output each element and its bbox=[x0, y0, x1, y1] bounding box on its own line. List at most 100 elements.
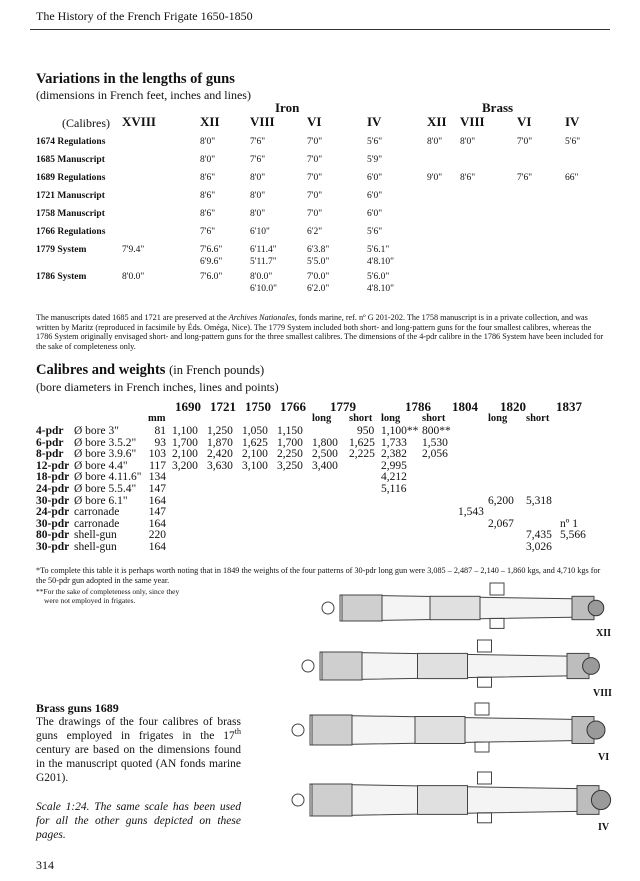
weights-note-2b: were not employed in frigates. bbox=[44, 596, 136, 605]
table-cell: 8'0" bbox=[250, 209, 266, 219]
row-label: 1766 Regulations bbox=[36, 227, 106, 237]
year-header: 1804 bbox=[452, 399, 478, 414]
table-cell: 7'6.0" bbox=[200, 272, 223, 282]
column-header: IV bbox=[565, 114, 580, 129]
column-header: VI bbox=[307, 114, 322, 129]
year-header: 1786 bbox=[405, 399, 431, 414]
table-cell: 8'0.0" bbox=[250, 272, 273, 282]
running-header: The History of the French Frigate 1650-1… bbox=[36, 9, 253, 23]
calibres-label: (Calibres) bbox=[62, 116, 110, 130]
weights-title-text: Calibres and weights bbox=[36, 362, 166, 378]
weight-value: 6,200 bbox=[488, 494, 514, 507]
sub-header: long bbox=[381, 413, 401, 424]
weight-value: 1,100** bbox=[381, 425, 419, 437]
weight-value: 5,566 bbox=[560, 529, 586, 542]
table-cell: 5'6.1" bbox=[367, 245, 390, 255]
table-cell: 8'6" bbox=[460, 173, 476, 183]
lengths-note: The manuscripts dated 1685 and 1721 are … bbox=[36, 313, 608, 351]
weight-value: 2,995 bbox=[381, 459, 407, 472]
table-cell: 8'0" bbox=[250, 173, 266, 183]
table-cell: 9'0" bbox=[427, 173, 443, 183]
scale-note: Scale 1:24. The same scale has been used… bbox=[36, 801, 241, 841]
sub-header: short bbox=[526, 413, 550, 424]
weight-value: 1,625 bbox=[242, 436, 268, 449]
table-cell: 6'0" bbox=[367, 209, 383, 219]
bore-desc: carronade bbox=[74, 506, 120, 519]
table-cell: 7'0" bbox=[307, 191, 323, 201]
weight-value: 2,100 bbox=[172, 448, 198, 461]
table-cell: 6'9.6" bbox=[200, 257, 223, 267]
cannon-label-xii: XII bbox=[596, 628, 612, 639]
table-cell: 8'6" bbox=[200, 191, 216, 201]
year-header: 1721 bbox=[210, 399, 236, 414]
bore-desc: Ø bore 3.5.2" bbox=[74, 436, 137, 449]
table-cell: 7'0" bbox=[307, 173, 323, 183]
weight-value: 3,250 bbox=[277, 459, 303, 472]
table-cell: 6'10" bbox=[250, 227, 270, 237]
table-cell: 8'0" bbox=[460, 137, 476, 147]
calibre-label: 30-pdr bbox=[36, 541, 70, 553]
lengths-title: Variations in the lengths of guns bbox=[36, 71, 235, 87]
weight-value: 5,116 bbox=[381, 483, 407, 495]
weight-value: 1,250 bbox=[207, 425, 233, 437]
calibre-label: 12-pdr bbox=[36, 459, 70, 472]
table-cell: 7'0" bbox=[307, 155, 323, 165]
year-header: 1779 bbox=[330, 399, 356, 414]
weights-note-1: *To complete this table it is perhaps wo… bbox=[36, 566, 601, 585]
table-cell: 6'2.0" bbox=[307, 284, 330, 294]
mm-value: 103 bbox=[148, 448, 166, 461]
brass-title: Brass guns 1689 bbox=[36, 701, 119, 715]
row-label: 1685 Manuscript bbox=[36, 155, 105, 165]
weight-value: 800** bbox=[422, 425, 451, 437]
weight-value: nº 1 bbox=[560, 517, 578, 530]
year-header: 1750 bbox=[245, 399, 271, 414]
year-header: 1766 bbox=[280, 399, 306, 414]
weight-value: 1,625 bbox=[349, 436, 375, 449]
column-header: VIII bbox=[250, 114, 275, 129]
weight-value: 2,250 bbox=[277, 448, 303, 461]
weights-title: Calibres and weights (in French pounds) bbox=[36, 362, 264, 379]
brass-text-b: century are based on the dimensions foun… bbox=[36, 744, 241, 784]
mm-value: 117 bbox=[149, 459, 166, 472]
bore-desc: Ø bore 4.11.6" bbox=[74, 471, 142, 484]
table-cell: 5'6.0" bbox=[367, 272, 390, 282]
weight-value: 3,200 bbox=[172, 459, 198, 472]
table-cell: 6'10.0" bbox=[250, 284, 277, 294]
bore-desc: Ø bore 4.4" bbox=[74, 459, 128, 472]
table-cell: 6'11.4" bbox=[250, 245, 277, 255]
bore-desc: Ø bore 3.9.6" bbox=[74, 448, 137, 461]
weight-value: 1,733 bbox=[381, 436, 407, 449]
table-cell: 7'0" bbox=[517, 137, 533, 147]
sub-header: long bbox=[488, 413, 508, 424]
table-cell: 7'0" bbox=[307, 137, 323, 147]
cannon-xii bbox=[321, 582, 605, 629]
table-cell: 5'6" bbox=[565, 137, 581, 147]
sub-header: mm bbox=[148, 413, 166, 424]
table-cell: 4'8.10" bbox=[367, 257, 394, 267]
table-cell: 5'5.0" bbox=[307, 257, 330, 267]
cannon-iv bbox=[291, 771, 612, 824]
cannon-vi bbox=[291, 702, 606, 753]
bore-desc: Ø bore 3" bbox=[74, 425, 119, 437]
weight-value: 3,630 bbox=[207, 459, 233, 472]
note-text: , fonds marine, ref. nº G 201-202. The 1… bbox=[36, 313, 604, 351]
bore-desc: shell-gun bbox=[74, 541, 117, 553]
table-cell: 4'8.10" bbox=[367, 284, 394, 294]
mm-value: 164 bbox=[148, 517, 166, 530]
sub-header: short bbox=[422, 413, 446, 424]
weight-value: 3,100 bbox=[242, 459, 268, 472]
brass-text: The drawings of the four calibres of bra… bbox=[36, 715, 241, 785]
table-cell: 7'0.0" bbox=[307, 272, 330, 282]
weight-value: 7,435 bbox=[526, 529, 552, 542]
note-text: The manuscripts dated 1685 and 1721 are … bbox=[36, 313, 229, 322]
table-cell: 6'2" bbox=[307, 227, 323, 237]
table-cell: 7'0" bbox=[307, 209, 323, 219]
weight-value: 3,026 bbox=[526, 541, 552, 553]
table-cell: 7'6" bbox=[517, 173, 533, 183]
table-cell: 5'9" bbox=[367, 155, 383, 165]
table-cell: 8'0" bbox=[200, 155, 216, 165]
column-header: XII bbox=[427, 114, 447, 129]
mm-value: 147 bbox=[148, 506, 166, 519]
table-cell: 6'3.8" bbox=[307, 245, 330, 255]
